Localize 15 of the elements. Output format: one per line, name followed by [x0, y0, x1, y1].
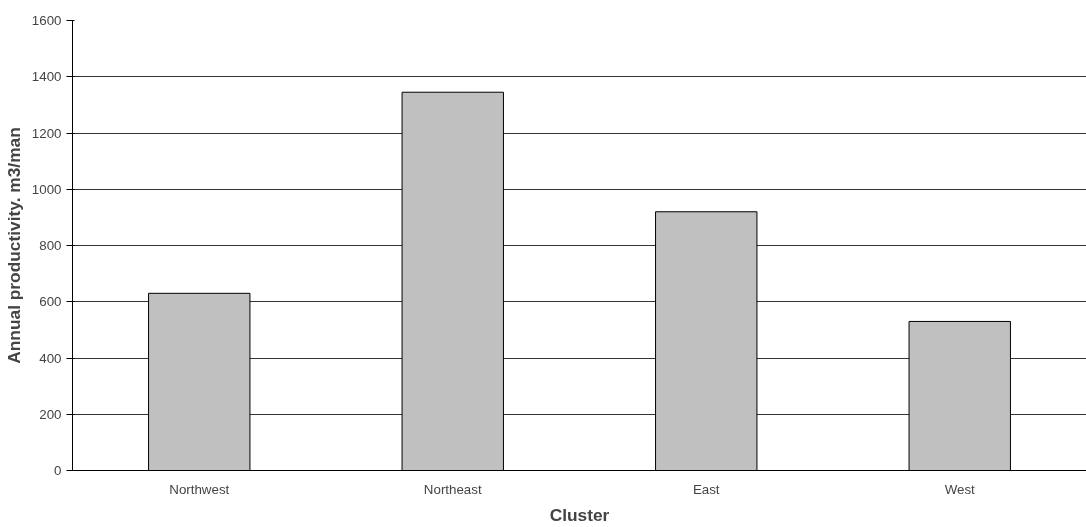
- y-tick-label: 0: [54, 463, 62, 478]
- y-tick-label: 1200: [31, 125, 62, 141]
- x-tick-label: West: [944, 481, 976, 497]
- x-tick-label: Northeast: [423, 481, 482, 497]
- y-tick-label: 200: [39, 406, 62, 422]
- y-axis-title: Annual productivity. m3/man: [3, 127, 24, 364]
- x-tick-label: Northwest: [169, 481, 230, 497]
- x-axis-title: Cluster: [549, 504, 610, 525]
- y-tick-label: 1400: [31, 69, 62, 85]
- y-tick-label: 400: [39, 350, 62, 366]
- y-tick-label: 800: [39, 238, 62, 253]
- y-tick-label: 1600: [31, 13, 62, 28]
- y-tick-label: 600: [39, 294, 62, 310]
- y-tick-label: 1000: [31, 181, 62, 197]
- x-tick-label: East: [692, 481, 720, 497]
